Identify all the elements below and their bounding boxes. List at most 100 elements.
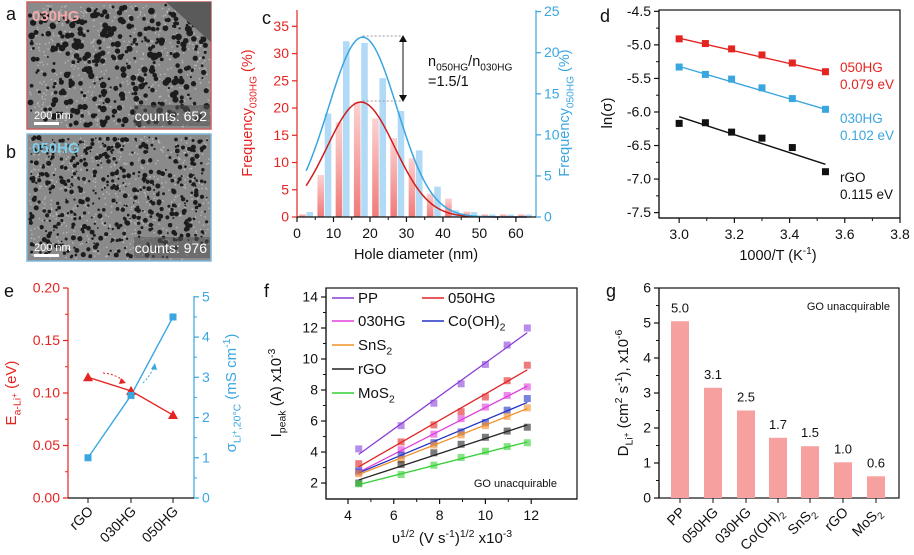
data-point bbox=[481, 360, 489, 368]
bar-value-label: 2.5 bbox=[737, 390, 755, 405]
bar-value-label: 1.0 bbox=[834, 441, 852, 456]
data-point bbox=[397, 438, 405, 446]
y-tick-label: 3 bbox=[643, 385, 651, 401]
y-tick-label: 2 bbox=[643, 420, 651, 436]
y-tick-label: 10 bbox=[273, 154, 289, 170]
sem-sample-label: 050HG bbox=[32, 140, 80, 157]
data-point-050HG bbox=[788, 59, 796, 67]
data-point bbox=[503, 341, 511, 349]
x-category-label: PP bbox=[664, 504, 689, 529]
x-tick-label: 40 bbox=[435, 225, 451, 241]
bar-050HG bbox=[324, 113, 332, 217]
y-axis-label: ln(σ) bbox=[599, 98, 616, 129]
data-point bbox=[355, 480, 363, 488]
bar-050HG bbox=[379, 78, 387, 217]
y-tick-label: -7.5 bbox=[627, 204, 651, 220]
x-tick-label: 8 bbox=[436, 507, 444, 523]
y-tick-label: 25 bbox=[273, 72, 289, 88]
text-segment: a-Li bbox=[12, 398, 24, 416]
y-tick-label: 6 bbox=[310, 413, 318, 429]
sem-edge bbox=[166, 2, 211, 42]
text-segment: ) bbox=[223, 334, 240, 339]
data-point bbox=[523, 324, 531, 332]
data-point bbox=[457, 431, 465, 439]
sem-sample-label: 030HG bbox=[32, 8, 80, 25]
series-label: 050HG bbox=[840, 60, 883, 75]
data-point bbox=[430, 461, 438, 469]
bar-050HG bbox=[342, 41, 350, 217]
x-tick-label: 3.8 bbox=[890, 226, 910, 242]
data-point-030HG bbox=[758, 84, 766, 92]
arrow-heads bbox=[399, 35, 407, 102]
x-tick-label: 6 bbox=[390, 507, 398, 523]
y-tick-label: 5 bbox=[281, 181, 289, 197]
legend-label: Co(OH)2 bbox=[448, 313, 506, 334]
data-point bbox=[355, 470, 363, 478]
text-segment: rGO bbox=[821, 504, 851, 534]
text-segment: ,20°C bbox=[232, 403, 244, 430]
data-point bbox=[430, 449, 438, 457]
text-segment: PP bbox=[358, 290, 378, 307]
text-segment: -1 bbox=[221, 338, 233, 347]
panel-letter-c: c bbox=[262, 8, 271, 28]
data-point-030HG bbox=[788, 95, 796, 103]
data-point bbox=[457, 440, 465, 448]
x-tick-label: 20 bbox=[362, 225, 378, 241]
ratio-value: =1.5/1 bbox=[428, 74, 469, 90]
data-point-rGO bbox=[758, 134, 766, 142]
panel-letter-a: a bbox=[6, 4, 17, 24]
text-segment: (%) bbox=[240, 49, 256, 76]
fit-line bbox=[358, 408, 528, 476]
data-point-050HG bbox=[821, 68, 829, 76]
text-segment: Frequency bbox=[557, 107, 573, 176]
data-point bbox=[523, 383, 531, 391]
bar-050HG bbox=[415, 150, 423, 217]
x-tick-label: 3.0 bbox=[669, 226, 689, 242]
y-axis-label: Ipeak (A) x10-3 bbox=[266, 348, 289, 437]
y-tick-label: 5 bbox=[544, 167, 552, 183]
panel-letter-g: g bbox=[606, 281, 616, 301]
data-point bbox=[481, 403, 489, 411]
y-tick-label: 2 bbox=[310, 475, 318, 491]
bar-030HG bbox=[518, 214, 525, 217]
data-point bbox=[523, 361, 531, 369]
bar-value-label: 3.1 bbox=[704, 367, 722, 382]
activation-energy-label: 0.079 eV bbox=[840, 77, 894, 92]
chart-c-hole-diameter-histogram: 0 5 10 15 20 25 30 35 0 5 10 15 20 25 0 10 20 30 40 50 60 Fre… bbox=[240, 3, 576, 263]
bar-030HG bbox=[372, 118, 379, 217]
data-point bbox=[430, 441, 438, 449]
bar bbox=[834, 462, 852, 498]
bar bbox=[671, 321, 689, 498]
y-tick-label: 20 bbox=[544, 44, 560, 60]
text-segment: (eV) bbox=[3, 361, 20, 394]
fit-line bbox=[358, 401, 528, 474]
y-tick-label: -6.0 bbox=[627, 103, 651, 119]
y-tick-label: 5 bbox=[643, 315, 651, 331]
bar bbox=[704, 387, 722, 498]
text-segment: rGO bbox=[358, 361, 386, 378]
text-segment: 050HG bbox=[565, 76, 576, 108]
text-segment: /n bbox=[468, 54, 480, 70]
text-segment: (mS cm bbox=[223, 348, 240, 404]
panel-letter-e: e bbox=[4, 281, 14, 301]
y-tick-label: 4 bbox=[643, 350, 651, 366]
bar-050HG bbox=[488, 214, 496, 217]
text-segment: 2 bbox=[386, 346, 392, 358]
text-segment: υ bbox=[392, 530, 400, 547]
x-category-label: SnS2 bbox=[784, 504, 821, 541]
legend-label: 030HG bbox=[358, 313, 406, 330]
data-point bbox=[481, 393, 489, 401]
note-text: GO unacquirable bbox=[807, 301, 890, 313]
legend-label: PP bbox=[358, 290, 378, 307]
y-tick-label: 8 bbox=[310, 382, 318, 398]
y-tick-label: 1 bbox=[202, 449, 210, 465]
data-point bbox=[503, 443, 511, 451]
data-point bbox=[503, 412, 511, 420]
bar-value-label: 5.0 bbox=[671, 300, 689, 315]
data-point bbox=[523, 439, 531, 447]
text-segment: s bbox=[615, 386, 632, 398]
y-tick-label: 0 bbox=[643, 490, 651, 506]
bar-value-label: 1.7 bbox=[769, 417, 787, 432]
bar bbox=[801, 446, 819, 498]
data-point bbox=[397, 471, 405, 479]
